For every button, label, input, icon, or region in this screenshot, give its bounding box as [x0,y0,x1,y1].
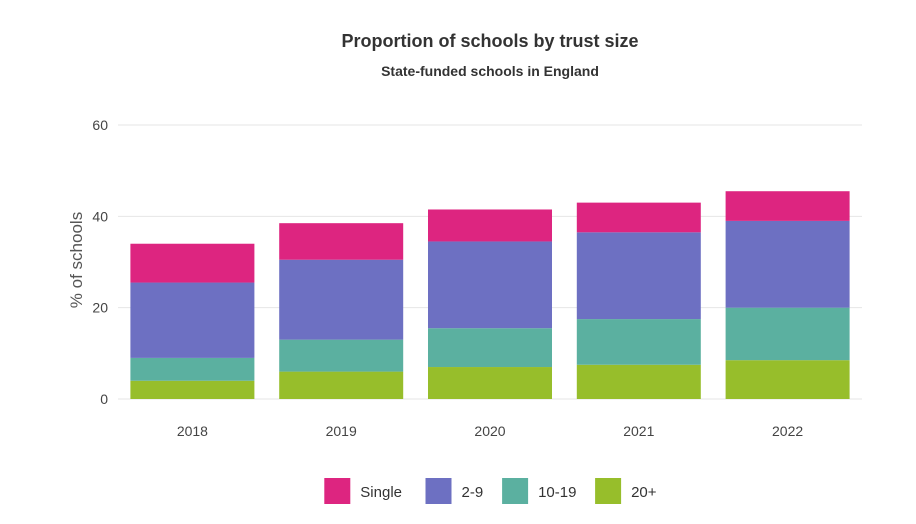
bar-2020-single [428,209,552,242]
bar-2021-single [576,202,701,233]
x-tick-label-2018: 2018 [177,423,208,439]
x-tick-label-2020: 2020 [474,423,505,439]
y-tick-label-20: 20 [92,300,108,316]
legend-label-2-9: 2-9 [462,484,484,501]
bars [130,191,850,399]
legend-label-20-: 20+ [631,484,657,501]
legend-swatch-20- [595,478,622,504]
chart-subtitle: State-funded schools in England [381,63,599,79]
bar-2022-single [725,191,850,221]
bar-2020-2-9 [428,241,552,329]
bar-2018-2-9 [130,282,255,358]
bar-2022-10-19 [725,307,850,361]
y-axis-title: % of schools [67,212,86,308]
bar-2020-20- [428,367,552,399]
y-tick-label-0: 0 [100,391,108,407]
bar-2019-single [279,223,404,260]
bar-2019-10-19 [279,339,404,372]
legend-swatch-single [324,478,351,504]
legend-label-single: Single [360,484,402,501]
x-tick-label-2022: 2022 [772,423,803,439]
legend-swatch-2-9 [425,478,452,504]
bar-2019-20- [279,371,404,399]
legend-label-10-19: 10-19 [538,484,576,501]
y-tick-label-60: 60 [92,117,108,133]
x-tick-label-2019: 2019 [326,423,357,439]
bar-2018-single [130,243,255,283]
x-axis-ticks: 2018 2019 2020 2021 2022 [177,423,804,439]
y-tick-label-40: 40 [92,208,108,224]
bar-2022-2-9 [725,220,850,308]
bar-2018-20- [130,380,255,399]
bar-2018-10-19 [130,357,255,381]
chart-title: Proportion of schools by trust size [341,31,638,51]
bar-2019-2-9 [279,259,404,340]
legend-swatch-10-19 [502,478,529,504]
bar-2021-20- [576,364,701,399]
bar-2020-10-19 [428,328,552,368]
x-tick-label-2021: 2021 [623,423,654,439]
bar-2021-2-9 [576,232,701,320]
bar-2022-20- [725,360,850,399]
bar-2021-10-19 [576,319,701,365]
y-axis-ticks: 0 20 40 60 [92,117,108,407]
legend: Single 2-9 10-19 20+ [324,478,657,504]
